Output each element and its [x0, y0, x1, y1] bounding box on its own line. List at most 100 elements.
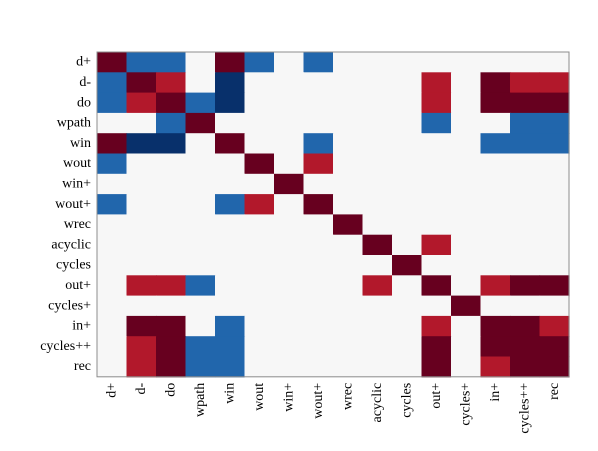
- heatmap-cell: [333, 173, 364, 195]
- heatmap-cell: [303, 194, 334, 215]
- heatmap-cell: [274, 153, 305, 175]
- heatmap-cell: [333, 92, 364, 114]
- heatmap-cell: [451, 133, 482, 155]
- heatmap-cell: [303, 315, 334, 337]
- heatmap-cell: [539, 255, 570, 276]
- heatmap-cell: [244, 52, 275, 73]
- heatmap-cell: [126, 92, 157, 114]
- heatmap-cell: [510, 194, 541, 215]
- heatmap-cell: [215, 315, 246, 337]
- x-tick-label: acyclic: [370, 383, 385, 423]
- heatmap-cell: [244, 92, 275, 114]
- heatmap-cell: [392, 72, 423, 94]
- heatmap-cell: [244, 133, 275, 155]
- heatmap-cell: [244, 194, 275, 215]
- heatmap-cell: [510, 214, 541, 236]
- heatmap-cell: [274, 112, 305, 134]
- heatmap-cell: [303, 214, 334, 236]
- heatmap-cell: [303, 295, 334, 317]
- heatmap-cell: [215, 336, 246, 358]
- heatmap-cell: [215, 153, 246, 175]
- y-tick-label: cycles++: [40, 339, 91, 354]
- heatmap-cell: [274, 194, 305, 215]
- heatmap-cell: [156, 153, 187, 175]
- heatmap-cell: [97, 356, 128, 378]
- heatmap-cell: [156, 52, 187, 73]
- heatmap-cell: [156, 356, 187, 378]
- heatmap-cell: [421, 153, 452, 175]
- heatmap-cell: [185, 72, 216, 94]
- heatmap-cell: [539, 72, 570, 94]
- heatmap-cell: [185, 255, 216, 276]
- heatmap-cell: [274, 72, 305, 94]
- heatmap-cell: [126, 295, 157, 317]
- heatmap-cell: [333, 255, 364, 276]
- heatmap-cell: [215, 52, 246, 73]
- heatmap-cell: [274, 173, 305, 195]
- heatmap-cell: [539, 112, 570, 134]
- heatmap-cell: [510, 92, 541, 114]
- y-tick-label: cycles+: [48, 298, 91, 313]
- plot-frame: [96, 51, 570, 378]
- heatmap-cell: [244, 336, 275, 358]
- heatmap-cell: [539, 153, 570, 175]
- heatmap-cell: [362, 92, 393, 114]
- heatmap-cell: [156, 72, 187, 94]
- heatmap-cell: [274, 92, 305, 114]
- heatmap-cell: [156, 92, 187, 114]
- y-tick-label: d+: [76, 55, 91, 70]
- heatmap-cell: [510, 255, 541, 276]
- heatmap-cell: [303, 52, 334, 73]
- x-tick-label: win+: [281, 383, 296, 412]
- heatmap-cell: [451, 214, 482, 236]
- heatmap-cell: [126, 214, 157, 236]
- heatmap-cell: [539, 214, 570, 236]
- heatmap-cell: [274, 315, 305, 337]
- x-tick-label: out+: [429, 383, 444, 409]
- heatmap-cell: [126, 72, 157, 94]
- heatmap-cell: [480, 52, 511, 73]
- heatmap-cell: [362, 275, 393, 297]
- y-tick-label: in+: [72, 319, 91, 334]
- heatmap-cell: [362, 153, 393, 175]
- heatmap-cell: [303, 173, 334, 195]
- heatmap-cell: [274, 356, 305, 378]
- heatmap-cell: [333, 194, 364, 215]
- heatmap-cell: [185, 112, 216, 134]
- heatmap-cell: [362, 295, 393, 317]
- heatmap-cell: [392, 356, 423, 378]
- heatmap-cell: [303, 255, 334, 276]
- heatmap-cell: [274, 234, 305, 256]
- heatmap-cell: [97, 92, 128, 114]
- heatmap-cell: [185, 356, 216, 378]
- heatmap-cell: [97, 234, 128, 256]
- heatmap-cell: [510, 275, 541, 297]
- heatmap-cell: [97, 173, 128, 195]
- heatmap-cell: [333, 315, 364, 337]
- heatmap-cell: [303, 336, 334, 358]
- heatmap-cell: [392, 295, 423, 317]
- heatmap-cell: [97, 52, 128, 73]
- x-tick-label: cycles: [399, 383, 414, 418]
- heatmap-cell: [392, 234, 423, 256]
- heatmap-cell: [126, 173, 157, 195]
- heatmap-cell: [215, 72, 246, 94]
- heatmap-cell: [451, 173, 482, 195]
- heatmap-cell: [244, 315, 275, 337]
- heatmap-cell: [392, 255, 423, 276]
- heatmap-cell: [126, 255, 157, 276]
- heatmap-cell: [185, 275, 216, 297]
- heatmap-cell: [480, 133, 511, 155]
- heatmap-cell: [156, 275, 187, 297]
- heatmap-cell: [156, 194, 187, 215]
- heatmap-cell: [421, 214, 452, 236]
- heatmap-cell: [215, 92, 246, 114]
- heatmap-cell: [539, 356, 570, 378]
- heatmap-cell: [244, 234, 275, 256]
- heatmap-cell: [480, 112, 511, 134]
- heatmap-cell: [539, 92, 570, 114]
- heatmap-cell: [539, 295, 570, 317]
- heatmap-cell: [185, 153, 216, 175]
- heatmap-cell: [215, 112, 246, 134]
- heatmap-cell: [421, 133, 452, 155]
